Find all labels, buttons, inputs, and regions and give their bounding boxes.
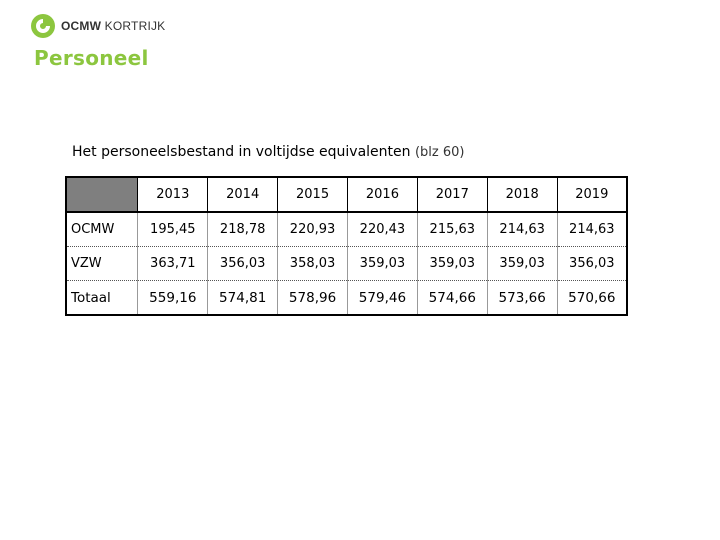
table-cell: 215,63 (416, 212, 488, 247)
table-cell: 356,03 (556, 246, 628, 281)
header-year-2013: 2013 (137, 177, 209, 212)
table-cell: 358,03 (277, 246, 348, 281)
table-cell: 559,16 (137, 280, 209, 316)
table-cell: 570,66 (556, 280, 628, 316)
table-title-text: Het personeelsbestand in voltijdse equiv… (72, 144, 411, 160)
table-cell: 214,63 (556, 212, 628, 247)
table-title-ref: (blz 60) (414, 145, 465, 160)
logo-text: OCMW KORTRIJK (61, 19, 165, 33)
table-cell: 574,81 (207, 280, 279, 316)
table-header-row: 2013 2014 2015 2016 2017 2018 2019 (65, 177, 628, 212)
table-cell: 574,66 (416, 280, 488, 316)
personnel-table: 2013 2014 2015 2016 2017 2018 2019 OCMW … (65, 176, 628, 316)
table-cell: 220,93 (277, 212, 348, 247)
table-cell: 214,63 (486, 212, 558, 247)
logo-mark-icon (30, 13, 56, 39)
header-year-2018: 2018 (486, 177, 558, 212)
table-cell: 573,66 (486, 280, 558, 316)
table-cell: 359,03 (416, 246, 488, 281)
table-cell: 363,71 (137, 246, 209, 281)
logo-brand-bold: OCMW (61, 19, 102, 33)
table-cell: 220,43 (346, 212, 418, 247)
row-label: Totaal (65, 280, 139, 316)
table-cell: 195,45 (137, 212, 209, 247)
header-corner-cell (65, 177, 139, 212)
table-cell: 356,03 (207, 246, 279, 281)
table-title: Het personeelsbestand in voltijdse equiv… (72, 144, 464, 160)
header-year-2019: 2019 (556, 177, 628, 212)
header-year-2016: 2016 (346, 177, 418, 212)
table-cell: 359,03 (486, 246, 558, 281)
header-year-2014: 2014 (207, 177, 279, 212)
table-row-ocmw: OCMW 195,45 218,78 220,93 220,43 215,63 … (65, 212, 628, 247)
header-year-2015: 2015 (277, 177, 348, 212)
header-year-2017: 2017 (416, 177, 488, 212)
table-cell: 578,96 (277, 280, 348, 316)
table-cell: 579,46 (346, 280, 418, 316)
table-row-vzw: VZW 363,71 356,03 358,03 359,03 359,03 3… (65, 246, 628, 281)
page-title: Personeel (34, 46, 149, 70)
table-cell: 359,03 (346, 246, 418, 281)
row-label: VZW (65, 246, 139, 281)
table-row-totaal: Totaal 559,16 574,81 578,96 579,46 574,6… (65, 280, 628, 316)
row-label: OCMW (65, 212, 139, 247)
table-cell: 218,78 (207, 212, 279, 247)
logo-brand-rest: KORTRIJK (101, 19, 166, 33)
ocmw-kortrijk-logo: OCMW KORTRIJK (30, 13, 165, 39)
